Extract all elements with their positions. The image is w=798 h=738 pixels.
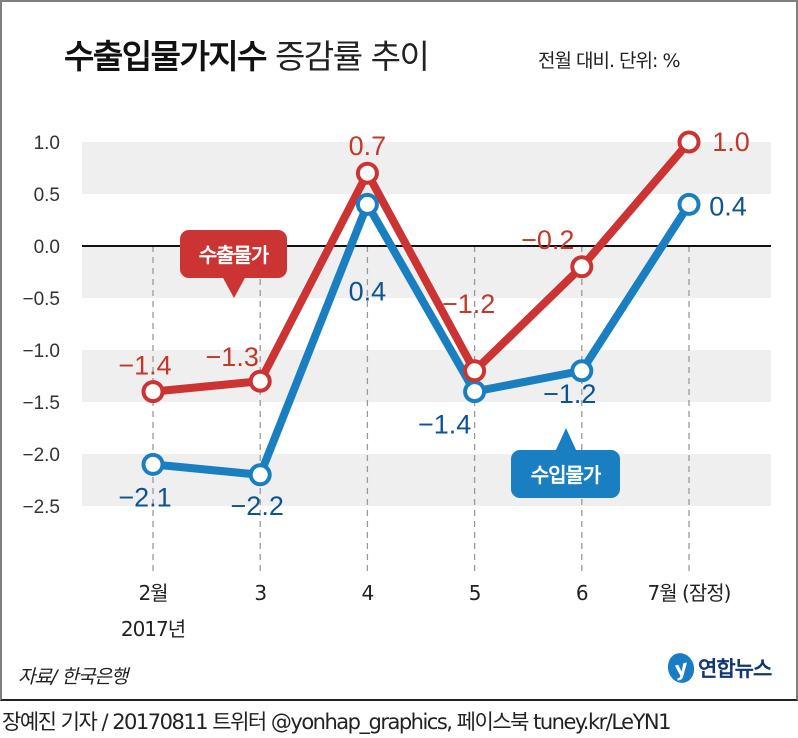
y-axis-ticks: 1.0 0.5 0.0 −0.5 −1.0 −1.5 −2.0 −2.5 xyxy=(22,133,60,518)
data-label-export: 0.7 xyxy=(349,131,387,161)
data-point-export xyxy=(141,380,165,404)
yonhap-logo-name: 연합뉴스 xyxy=(698,657,772,681)
data-point-export xyxy=(355,161,379,185)
data-label-export: −1.3 xyxy=(206,342,259,372)
data-label-export: −1.2 xyxy=(442,289,495,319)
y-tick-label: 0.0 xyxy=(34,237,60,258)
credit-line: 장예진 기자 / 20170811 트위터 @yonhap_graphics, … xyxy=(2,710,672,734)
data-label-export: −0.2 xyxy=(521,225,574,255)
x-tick-label: 6 xyxy=(576,581,588,605)
series-line-export xyxy=(149,138,693,396)
x-tick-label: 5 xyxy=(469,581,481,605)
title-light: 증감률 추이 xyxy=(275,37,430,76)
data-label-import: −2.1 xyxy=(118,482,171,512)
y-tick-label: −1.5 xyxy=(22,393,60,414)
y-tick-label: 0.5 xyxy=(34,185,60,206)
data-label-import: −2.2 xyxy=(231,491,284,521)
data-point-import xyxy=(677,192,701,216)
data-point-import xyxy=(141,452,165,476)
y-tick-label: 1.0 xyxy=(34,133,60,154)
x-tick-sublabel: 2017년 xyxy=(121,617,185,641)
series-lines xyxy=(141,130,701,487)
x-tick-label: 3 xyxy=(254,581,266,605)
legend-label-export: 수출물가 xyxy=(199,243,270,267)
x-tick-label: 4 xyxy=(362,581,374,605)
data-point-import xyxy=(355,192,379,216)
legend-label-import: 수입물가 xyxy=(531,463,602,487)
data-point-import xyxy=(463,380,487,404)
grid-band xyxy=(82,454,771,506)
yonhap-logo: y 연합뉴스 xyxy=(664,650,772,686)
source-note: 자료/ 한국은행 xyxy=(18,666,128,688)
unit-note: 전월 대비. 단위: % xyxy=(538,50,680,72)
bubble-pointer xyxy=(555,428,577,452)
title-bold: 수출입물가지수 xyxy=(64,37,268,76)
bubble-pointer xyxy=(222,276,246,298)
x-axis-ticks: 2월 2017년 3 4 5 6 7월 (잠정) xyxy=(121,581,732,641)
y-tick-label: −2.0 xyxy=(22,445,60,466)
data-point-export xyxy=(248,369,272,393)
x-tick-label: 2월 xyxy=(138,581,167,605)
data-point-export xyxy=(677,130,701,154)
data-point-export xyxy=(570,255,594,279)
chart-title: 수출입물가지수 증감률 추이 xyxy=(64,30,430,78)
data-label-import: −1.2 xyxy=(543,379,596,409)
grid-bands xyxy=(82,142,771,506)
grid-band xyxy=(82,350,771,402)
series-line-import xyxy=(149,200,693,479)
y-tick-label: −1.0 xyxy=(22,341,60,362)
data-label-import: 0.4 xyxy=(349,276,387,306)
data-label-export: 1.0 xyxy=(712,127,750,157)
data-point-import xyxy=(248,463,272,487)
x-tick-label: 7월 (잠정) xyxy=(648,581,731,605)
data-label-import: −1.4 xyxy=(418,410,471,440)
data-labels: −1.4 −1.3 0.7 −1.2 −0.2 1.0 −2.1 −2.2 0.4 −1.4 −1.… xyxy=(118,127,749,521)
y-tick-label: −2.5 xyxy=(22,497,60,518)
yonhap-logo-icon: y xyxy=(664,650,698,686)
data-point-import xyxy=(570,359,594,383)
legend-bubble-import: 수입물가 xyxy=(511,428,620,498)
bubble-body xyxy=(511,450,620,498)
legend-bubble-export: 수출물가 xyxy=(180,230,287,298)
data-label-import: 0.4 xyxy=(709,191,747,221)
data-point-export xyxy=(463,359,487,383)
y-tick-label: −0.5 xyxy=(22,289,60,310)
data-label-export: −1.4 xyxy=(118,351,171,381)
bubble-body xyxy=(180,230,287,278)
